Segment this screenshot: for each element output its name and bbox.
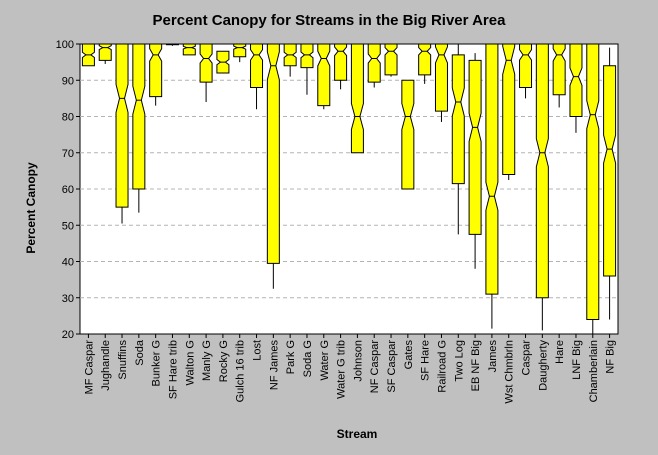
x-tick-label: Rocky G: [218, 340, 230, 382]
x-tick-label: Two Log: [453, 340, 465, 382]
box: [334, 43, 348, 81]
x-tick-label: Johnson: [352, 340, 364, 382]
box: [132, 43, 146, 190]
x-axis-label: Stream: [336, 427, 378, 441]
box: [401, 79, 415, 190]
box: [182, 43, 196, 56]
box: [418, 43, 432, 76]
box: [350, 43, 364, 154]
x-tick-label: NF James: [268, 340, 280, 391]
y-tick-label: 50: [62, 220, 74, 232]
y-tick-label: 100: [56, 39, 74, 51]
y-tick-label: 90: [62, 75, 74, 87]
box: [535, 43, 549, 299]
box: [468, 59, 482, 235]
box: [233, 43, 247, 58]
x-tick-label: James: [487, 340, 499, 373]
x-tick-label: Daugherty: [537, 340, 549, 391]
box: [519, 43, 533, 88]
box: [603, 65, 617, 277]
box: [149, 43, 163, 98]
x-tick-label: EB NF Big: [470, 340, 482, 391]
x-tick-label: Wst Chmbrln: [504, 340, 516, 404]
x-tick-label: Caspar: [521, 340, 533, 376]
box: [266, 43, 280, 264]
x-tick-label: Railroad G: [436, 340, 448, 393]
box: [502, 43, 516, 175]
box: [569, 43, 583, 117]
box: [367, 43, 381, 83]
x-tick-label: Hare: [554, 340, 566, 364]
x-tick-label: Water G trib: [336, 340, 348, 399]
box: [451, 54, 465, 185]
box: [250, 43, 264, 88]
x-tick-label: MF Caspar: [83, 340, 95, 395]
x-tick-label: NF Big: [605, 340, 617, 374]
y-tick-label: 30: [62, 293, 74, 305]
x-tick-label: Manly G: [201, 340, 213, 381]
box: [98, 43, 112, 61]
x-tick-label: SF Hare trib: [167, 340, 179, 399]
x-tick-label: Gulch 16 trib: [235, 340, 247, 402]
x-tick-label: Jughandle: [100, 340, 112, 391]
box: [300, 43, 314, 69]
x-tick-label: Soda: [134, 339, 146, 366]
y-tick-label: 70: [62, 148, 74, 160]
chart-title: Percent Canopy for Streams in the Big Ri…: [152, 12, 506, 29]
x-tick-label: Bunker G: [151, 340, 163, 386]
box: [552, 43, 566, 96]
y-tick-label: 80: [62, 112, 74, 124]
x-tick-label: Soda G: [302, 340, 314, 377]
y-tick-label: 40: [62, 257, 74, 269]
box: [317, 43, 331, 107]
box: [485, 43, 499, 295]
x-tick-label: Lost: [252, 340, 264, 361]
x-tick-label: NF Caspar: [369, 340, 381, 394]
box: [434, 43, 448, 112]
x-tick-label: Park G: [285, 340, 297, 374]
x-tick-label: Chamberlain: [588, 340, 600, 402]
x-tick-label: LNF Big: [571, 340, 583, 380]
x-tick-label: Walton G: [184, 340, 196, 385]
y-tick-label: 60: [62, 184, 74, 196]
box: [199, 43, 213, 83]
x-tick-label: Gates: [403, 340, 415, 370]
box: [115, 43, 129, 208]
x-tick-label: SF Caspar: [386, 340, 398, 393]
box: [384, 43, 398, 76]
x-tick-label: Snuffins: [117, 340, 129, 380]
x-tick-label: Water G: [319, 340, 331, 381]
x-tick-label: SF Hare: [420, 340, 432, 381]
y-tick-label: 20: [62, 329, 74, 341]
box: [586, 43, 600, 320]
